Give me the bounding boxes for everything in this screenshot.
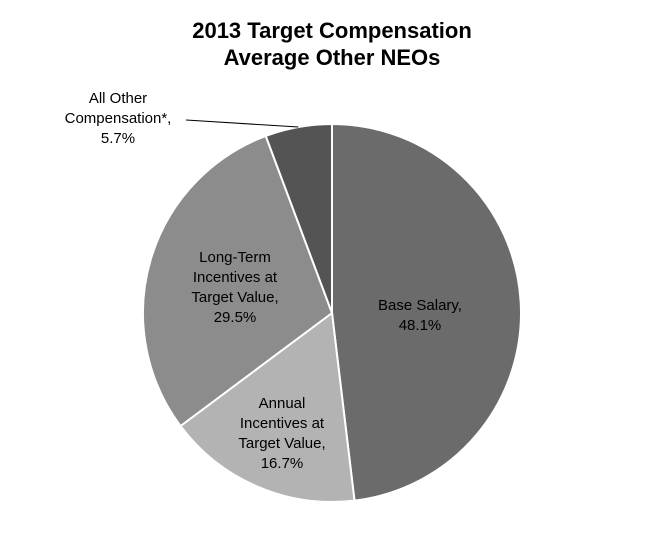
slice-label-3-line-2: 5.7% [101, 130, 135, 147]
slice-label-1-line-2: Target Value, [238, 435, 325, 452]
slice-label-2-line-3: 29.5% [214, 309, 257, 326]
pie-slice-0 [331, 122, 523, 502]
chart-title-line-1: 2013 Target Compensation [192, 18, 472, 43]
pie-slice-2 [142, 134, 334, 428]
slice-label-1-line-3: 16.7% [261, 455, 304, 472]
slice-label-3-line-0: All Other [89, 90, 147, 107]
slice-label-1: Annual Incentives at Target Value, 16.7% [238, 395, 325, 472]
slice-labels: Base Salary, 48.1% Annual Incentives at Targ… [65, 90, 462, 472]
slice-label-0-line-0: Base Salary, [378, 297, 462, 314]
slice-label-2-line-1: Incentives at [193, 269, 278, 286]
slice-label-2-line-0: Long-Term [199, 249, 271, 266]
chart-title-line-2: Average Other NEOs [224, 45, 441, 70]
slice-label-3-line-1: Compensation*, [65, 110, 172, 127]
slice-label-1-line-1: Incentives at [240, 415, 325, 432]
slice-label-2: Long-Term Incentives at Target Value, 29.5% [191, 249, 278, 326]
slice-label-1-line-0: Annual [259, 395, 306, 412]
leader-line-3 [185, 119, 299, 128]
slice-label-0: Base Salary, 48.1% [378, 297, 462, 334]
slice-label-2-line-2: Target Value, [191, 289, 278, 306]
pie-slices [142, 122, 523, 503]
slice-label-0-line-1: 48.1% [399, 317, 442, 334]
slice-label-3: All Other Compensation*, 5.7% [65, 90, 172, 147]
pie-slice-1 [179, 311, 356, 503]
chart-title: 2013 Target Compensation Average Other N… [192, 18, 472, 70]
